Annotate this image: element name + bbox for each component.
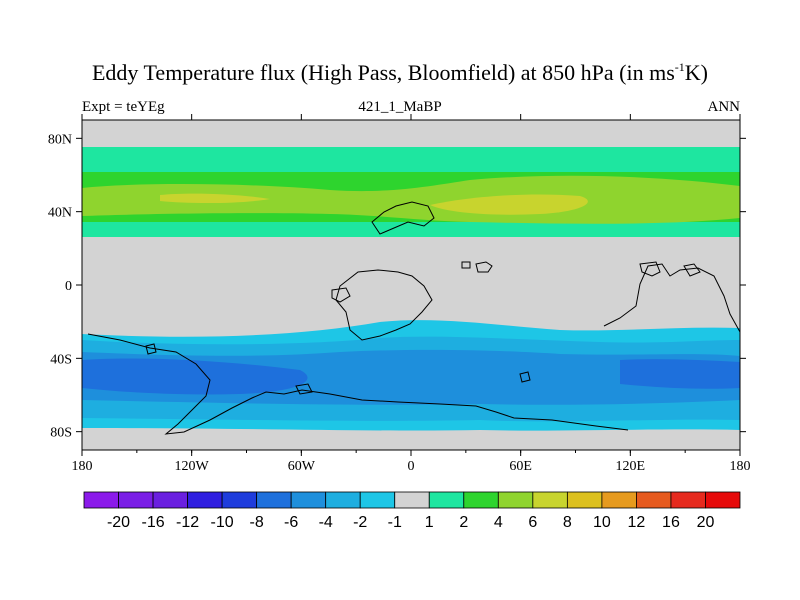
- colorbar-swatch: [705, 491, 741, 509]
- coast-eurasia-north: [371, 201, 435, 235]
- colorbar-label: -6: [284, 514, 298, 531]
- colorbar-swatch: [463, 491, 499, 509]
- lat-label: 40S: [50, 352, 72, 367]
- colorbar: -20 -16 -12 -10 -8 -6 -4 -2 -1 1 2 4 6 8 10 12 16 20: [83, 491, 741, 531]
- colorbar-label: -4: [319, 514, 333, 531]
- colorbar-label: -1: [388, 514, 402, 531]
- colorbar-label: 4: [494, 514, 503, 531]
- colorbar-label: 8: [563, 514, 572, 531]
- lat-label: 40N: [48, 206, 72, 221]
- nh-band-4: [82, 175, 740, 224]
- colorbar-label: 2: [459, 514, 468, 531]
- coast-south-america: [87, 333, 629, 435]
- colorbar-label: -8: [250, 514, 264, 531]
- colorbar-swatch: [152, 491, 188, 509]
- colorbar-swatch: [636, 491, 672, 509]
- map-field: [82, 120, 740, 450]
- coast-africa: [335, 269, 433, 341]
- lon-label: 60W: [288, 459, 316, 474]
- experiment-label: Expt = teYEg: [82, 99, 165, 115]
- colorbar-swatch: [601, 491, 637, 509]
- colorbar-label: -2: [353, 514, 367, 531]
- coastlines: [87, 201, 740, 435]
- run-label: 421_1_MaBP: [358, 99, 442, 115]
- title-tail: K): [684, 60, 708, 85]
- colorbar-swatch: [290, 491, 327, 509]
- latitude-axis: 80N 40N 0 40S 80S: [48, 132, 746, 441]
- lon-label: 120W: [175, 459, 210, 474]
- colorbar-swatch: [428, 491, 465, 509]
- colorbar-label: -20: [107, 514, 130, 531]
- colorbar-label: 16: [662, 514, 680, 531]
- colorbar-swatch: [118, 491, 154, 509]
- colorbar-swatch: [670, 491, 706, 509]
- colorbar-label: -12: [176, 514, 199, 531]
- colorbar-swatch: [256, 491, 292, 509]
- coast-australia: [603, 263, 740, 333]
- figure-title: Eddy Temperature flux (High Pass, Bloomf…: [0, 60, 800, 86]
- colorbar-swatch: [187, 491, 223, 509]
- lat-label: 0: [65, 279, 72, 294]
- lat-label: 80S: [50, 426, 72, 441]
- nh-band-6-east: [430, 194, 588, 215]
- colorbar-swatch: [394, 491, 430, 509]
- colorbar-swatch: [359, 491, 396, 509]
- colorbar-label: 1: [425, 514, 434, 531]
- colorbar-label: -10: [211, 514, 234, 531]
- colorbar-swatch: [497, 491, 534, 509]
- lon-label: 180: [72, 459, 93, 474]
- colorbar-swatch: [566, 491, 603, 509]
- sh-band-minus6: [82, 358, 308, 395]
- colorbar-label: 20: [697, 514, 715, 531]
- sh-band-minus6-east: [620, 359, 740, 389]
- lon-label: 60E: [509, 459, 532, 474]
- colorbar-label: 10: [593, 514, 611, 531]
- colorbar-label: -16: [141, 514, 164, 531]
- coast-asia-islands: [461, 261, 701, 277]
- season-label: ANN: [707, 99, 741, 115]
- lon-label: 0: [408, 459, 415, 474]
- colorbar-label: 6: [528, 514, 537, 531]
- longitude-axis: 180 120W 60W 0 60E 120E 180: [72, 114, 751, 474]
- colorbar-swatch: [532, 491, 568, 509]
- title-main: Eddy Temperature flux (High Pass, Bloomf…: [91, 60, 675, 85]
- lat-label: 80N: [48, 132, 72, 147]
- colorbar-swatch: [325, 491, 361, 509]
- nh-band-6-west: [160, 193, 270, 204]
- coast-mid-islands: [145, 287, 531, 395]
- colorbar-swatch: [83, 491, 119, 509]
- colorbar-label: 12: [628, 514, 646, 531]
- lon-label: 180: [730, 459, 751, 474]
- colorbar-swatch: [221, 491, 258, 509]
- lon-label: 120E: [616, 459, 646, 474]
- title-superscript: -1: [674, 60, 685, 74]
